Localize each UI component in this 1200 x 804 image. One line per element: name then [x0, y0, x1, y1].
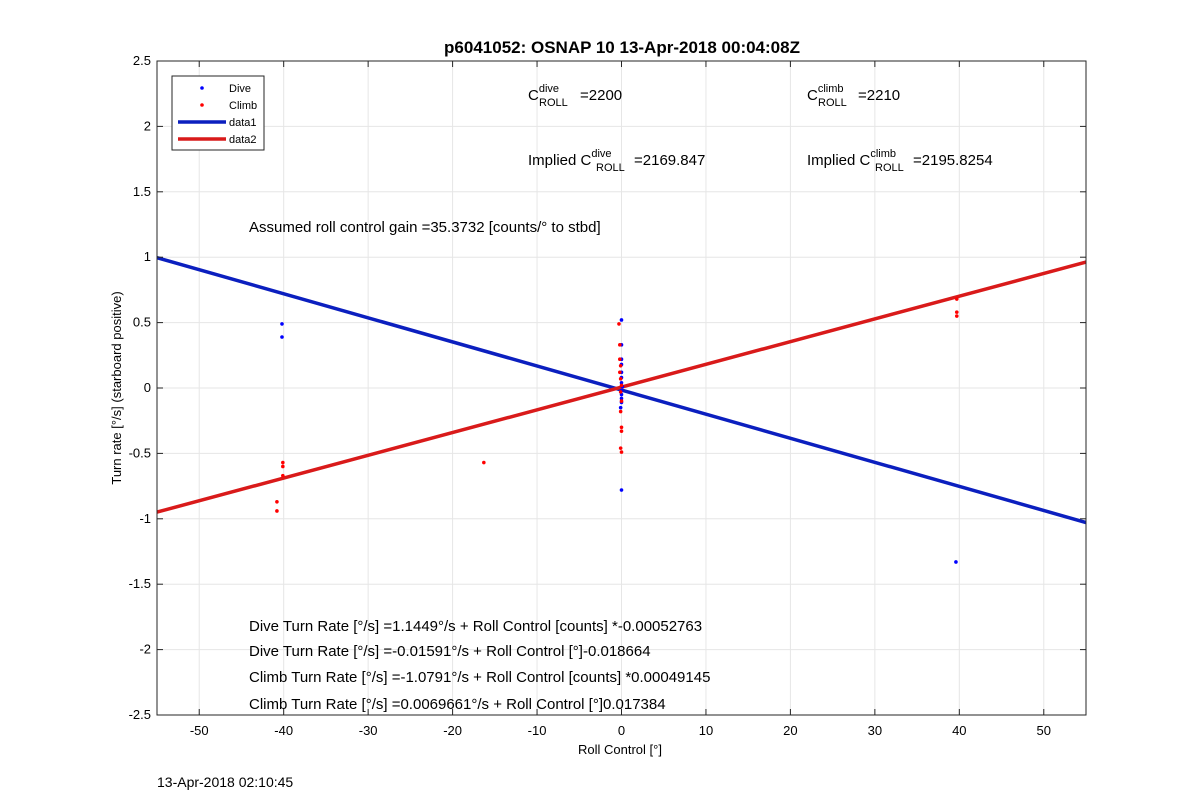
legend-climb-label: Climb — [229, 100, 257, 112]
x-tick-label: -40 — [274, 723, 293, 738]
climb-point — [954, 314, 959, 318]
climb-point — [281, 473, 285, 478]
climb-degrees-equation: Climb Turn Rate [°/s] =0.0069661°/s + Ro… — [249, 696, 666, 713]
implied-climb-sup: climb — [870, 148, 896, 160]
legend-climb-marker — [200, 103, 204, 107]
c-climb-sub: ROLL — [818, 97, 847, 109]
climb-point — [281, 460, 285, 465]
legend-dive-marker — [200, 86, 204, 90]
c-roll-dive-annotation: Cdive ROLL =2200 — [528, 83, 622, 109]
x-tick-label: 10 — [699, 723, 713, 738]
implied-dive-prefix: Implied C — [528, 152, 592, 169]
x-tick-label: 40 — [952, 723, 966, 738]
dive-point — [280, 322, 284, 326]
y-tick-label: 1.5 — [133, 184, 151, 199]
c-dive-base: C — [528, 87, 539, 104]
y-tick-label: 0 — [144, 380, 151, 395]
x-tick-label: 30 — [868, 723, 882, 738]
x-tick-label: -10 — [528, 723, 547, 738]
y-tick-label: 0.5 — [133, 315, 151, 330]
dive-point — [619, 396, 624, 401]
x-axis-label: Roll Control [°] — [578, 742, 662, 757]
c-dive-value: =2200 — [580, 87, 622, 104]
climb-point — [281, 464, 285, 469]
y-axis-label: Turn rate [°/s] (starboard positive) — [109, 291, 124, 484]
chart-title: p6041052: OSNAP 10 13-Apr-2018 00:04:08Z — [444, 38, 800, 57]
c-climb-base: C — [807, 87, 818, 104]
climb-point — [617, 322, 621, 326]
legend-data1-label: data1 — [229, 117, 257, 129]
climb-point — [619, 399, 624, 403]
dive-point — [619, 488, 624, 492]
plot-series — [156, 255, 1087, 564]
generation-timestamp: 13-Apr-2018 02:10:45 — [157, 774, 293, 790]
implied-climb-prefix: Implied C — [807, 152, 871, 169]
climb-point — [275, 499, 279, 504]
climb-point — [619, 429, 624, 433]
c-dive-sub: ROLL — [539, 97, 568, 109]
climb-point — [618, 370, 622, 375]
y-tick-label: 1 — [144, 249, 151, 264]
dive-point — [618, 405, 623, 410]
implied-c-roll-climb-annotation: Implied Cclimb ROLL =2195.8254 — [807, 148, 993, 174]
y-tick-label: -1 — [139, 511, 151, 526]
y-tick-label: -0.5 — [129, 445, 151, 460]
implied-dive-value: =2169.847 — [634, 152, 705, 169]
climb-point — [482, 460, 486, 465]
dive-point — [280, 335, 284, 339]
c-climb-value: =2210 — [858, 87, 900, 104]
c-climb-sup: climb — [818, 83, 844, 95]
implied-c-roll-dive-annotation: Implied Cdive ROLL =2169.847 — [528, 148, 705, 174]
x-tick-label: -30 — [359, 723, 378, 738]
y-tick-label: 2 — [144, 118, 151, 133]
roll-gain-annotation: Assumed roll control gain =35.3732 [coun… — [249, 219, 601, 236]
climb-point — [618, 377, 623, 381]
dive-point — [954, 560, 958, 564]
implied-climb-value: =2195.8254 — [913, 152, 993, 169]
climb-point — [618, 390, 623, 394]
c-roll-climb-annotation: Cclimb ROLL =2210 — [807, 83, 900, 109]
legend: Dive Climb data1 data2 — [171, 75, 265, 151]
climb-point — [619, 425, 624, 430]
legend-data2-label: data2 — [229, 134, 257, 146]
y-tick-label: -2 — [139, 642, 151, 657]
y-tick-label: 2.5 — [133, 53, 151, 68]
climb-point — [619, 450, 624, 454]
dive-degrees-equation: Dive Turn Rate [°/s] =-0.01591°/s + Roll… — [249, 643, 651, 660]
climb-point — [954, 297, 959, 301]
climb-counts-equation: Climb Turn Rate [°/s] =-1.0791°/s + Roll… — [249, 669, 710, 686]
legend-dive-label: Dive — [229, 83, 251, 95]
dive-point — [619, 318, 624, 322]
implied-dive-sup: dive — [591, 148, 611, 160]
x-tick-label: 50 — [1037, 723, 1051, 738]
y-tick-label: -1.5 — [129, 576, 151, 591]
x-tick-label: 20 — [783, 723, 797, 738]
implied-dive-sub: ROLL — [596, 162, 625, 174]
x-tick-label: 0 — [618, 723, 625, 738]
implied-climb-sub: ROLL — [875, 162, 904, 174]
climb-point — [275, 509, 279, 513]
climb-point — [954, 310, 959, 314]
climb-point — [618, 409, 623, 414]
climb-point — [618, 363, 623, 368]
climb-point — [619, 383, 624, 388]
climb-point — [618, 357, 622, 362]
climb-point — [618, 446, 623, 450]
c-dive-sup: dive — [539, 83, 559, 95]
x-tick-label: -20 — [443, 723, 462, 738]
climb-point — [618, 343, 622, 347]
y-tick-label: -2.5 — [129, 707, 151, 722]
axis-ticks: -50 -40 -30 -20 -10 0 10 20 30 40 50-2.5-2-1.5-1-0… — [129, 53, 1086, 738]
x-tick-label: -50 — [190, 723, 209, 738]
dive-point — [619, 380, 624, 385]
dive-counts-equation: Dive Turn Rate [°/s] =1.1449°/s + Roll C… — [249, 618, 702, 635]
